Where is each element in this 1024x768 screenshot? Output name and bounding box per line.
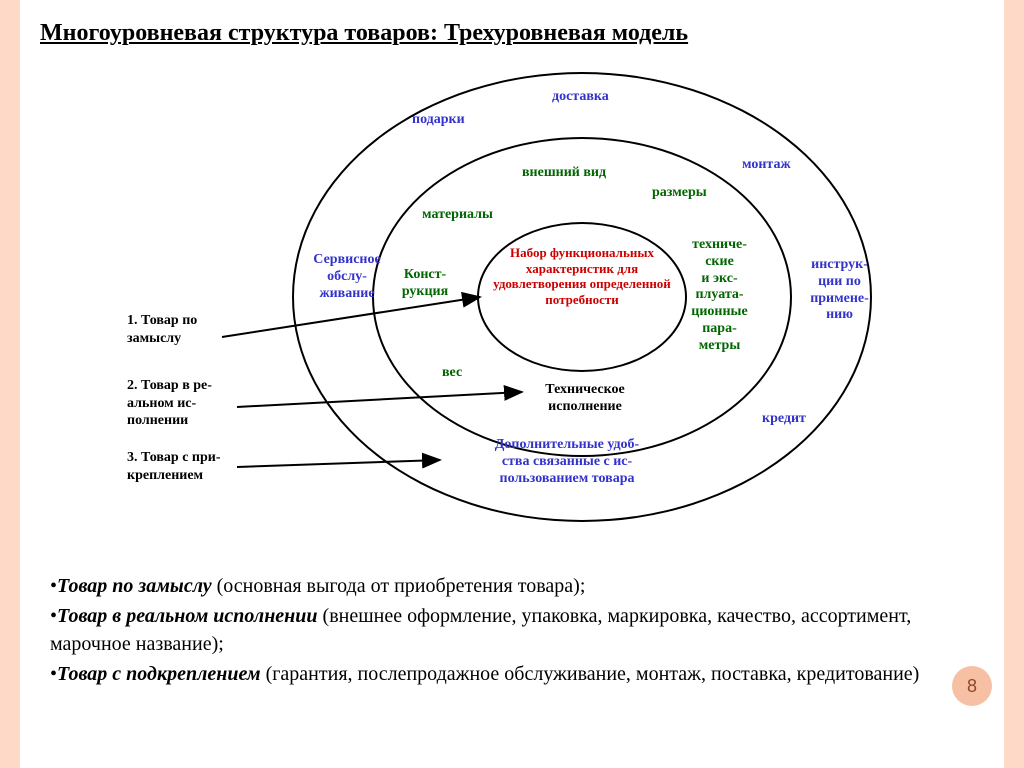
bullet-2: •Товар в реальном исполнении (внешнее оф… — [50, 602, 984, 658]
bullet-3: •Товар с подкреплением (гарантия, послеп… — [50, 660, 984, 688]
bullet-1: •Товар по замыслу (основная выгода от пр… — [50, 572, 984, 600]
three-level-diagram: Набор функциональных характеристик для у… — [42, 57, 982, 557]
bullet-list: •Товар по замыслу (основная выгода от пр… — [40, 572, 984, 688]
slide-left-edge — [0, 0, 20, 768]
slide-right-edge — [1004, 0, 1024, 768]
slide-content: Многоуровневая структура товаров: Трехур… — [20, 0, 1004, 768]
page-number-badge: 8 — [952, 666, 992, 706]
arrows-svg — [42, 57, 982, 557]
slide-title: Многоуровневая структура товаров: Трехур… — [40, 20, 984, 47]
